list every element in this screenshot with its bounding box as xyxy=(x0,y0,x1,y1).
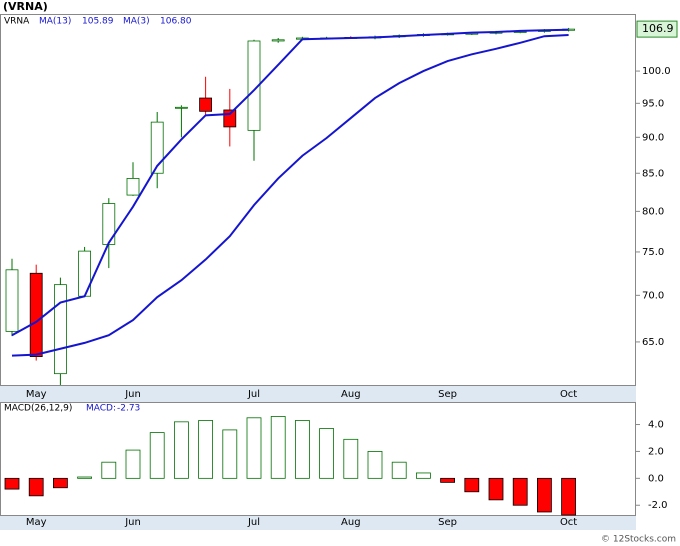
macd-bar xyxy=(125,449,141,479)
last-price-box xyxy=(636,20,678,38)
candle-body xyxy=(126,178,140,196)
x-tick-label: Jun xyxy=(124,517,141,528)
x-tick-label: Oct xyxy=(560,389,577,400)
x-tick-label: Oct xyxy=(560,517,577,528)
candle-body xyxy=(29,272,43,358)
macd-bar xyxy=(294,420,310,479)
y-tick-label: 0.0 xyxy=(648,473,664,484)
legend-value: 106.80 xyxy=(160,17,192,27)
legend-value: 105.89 xyxy=(82,17,114,27)
legend-symbol: VRNA xyxy=(4,17,30,27)
macd-panel xyxy=(0,402,636,516)
macd-bar xyxy=(464,477,480,493)
macd-bar xyxy=(173,421,189,479)
moving-average-line xyxy=(11,34,569,357)
watermark: © 12Stocks.com xyxy=(601,535,676,545)
macd-bar xyxy=(77,476,92,479)
x-tick-label: Sep xyxy=(438,517,457,528)
macd-title: MACD(26,12,9) xyxy=(4,404,72,414)
macd-bar xyxy=(101,461,117,479)
macd-bar xyxy=(488,477,504,501)
candle-body xyxy=(150,121,164,174)
macd-bar xyxy=(4,477,20,490)
candle-body xyxy=(174,106,188,109)
candle-body xyxy=(78,250,91,297)
macd-bar xyxy=(270,416,286,479)
macd-bar xyxy=(149,432,165,479)
macd-bar xyxy=(391,461,407,479)
x-tick-label: Sep xyxy=(438,389,457,400)
y-tick-label: 100.0 xyxy=(642,66,671,77)
y-tick-label: 90.0 xyxy=(642,132,664,143)
y-tick-label: 65.0 xyxy=(642,337,664,348)
y-tick-label: -2.0 xyxy=(648,500,668,511)
y-tick-label: 4.0 xyxy=(648,420,664,431)
macd-bar xyxy=(28,477,44,497)
macd-bar xyxy=(343,438,359,479)
x-tick-label: Jul xyxy=(247,389,260,400)
macd-bar xyxy=(198,420,214,479)
candle-body xyxy=(271,39,285,42)
moving-average-line xyxy=(11,28,569,337)
x-tick-label: May xyxy=(26,389,47,400)
y-tick-label: 85.0 xyxy=(642,168,664,179)
y-tick-label: 70.0 xyxy=(642,290,664,301)
macd-legend-label: MACD: xyxy=(86,404,116,414)
macd-bar xyxy=(440,477,456,483)
y-tick-label: 95.0 xyxy=(642,98,664,109)
y-tick-label: 2.0 xyxy=(648,446,664,457)
x-tick-label: Aug xyxy=(341,517,361,528)
x-tick-label: Jul xyxy=(247,517,260,528)
legend-entry: MA(3) xyxy=(123,17,150,27)
x-axis-band xyxy=(0,516,636,530)
macd-bar xyxy=(561,477,576,516)
chart-title: (VRNA) xyxy=(3,0,48,13)
macd-bar xyxy=(537,477,552,513)
x-tick-label: Jun xyxy=(124,389,141,400)
candle-body xyxy=(54,284,67,375)
y-tick-label: 75.0 xyxy=(642,247,664,258)
candle-body xyxy=(5,269,19,332)
x-tick-label: Aug xyxy=(341,389,361,400)
macd-bar xyxy=(319,428,335,479)
candle-body xyxy=(199,97,213,112)
macd-bar xyxy=(53,477,68,489)
macd-bar xyxy=(222,429,238,479)
macd-legend-value: -2.73 xyxy=(117,404,140,414)
x-axis-band xyxy=(0,386,636,402)
macd-bar xyxy=(415,472,431,479)
price-panel xyxy=(0,14,636,386)
candle-body xyxy=(223,109,237,128)
macd-bar xyxy=(367,451,383,479)
macd-bar xyxy=(512,477,528,506)
legend-entry: MA(13) xyxy=(39,17,71,27)
candle-body xyxy=(247,40,261,131)
macd-bar xyxy=(246,417,262,479)
y-tick-label: 80.0 xyxy=(642,206,664,217)
last-price-label: 106.9 xyxy=(642,22,674,35)
x-tick-label: May xyxy=(26,517,47,528)
